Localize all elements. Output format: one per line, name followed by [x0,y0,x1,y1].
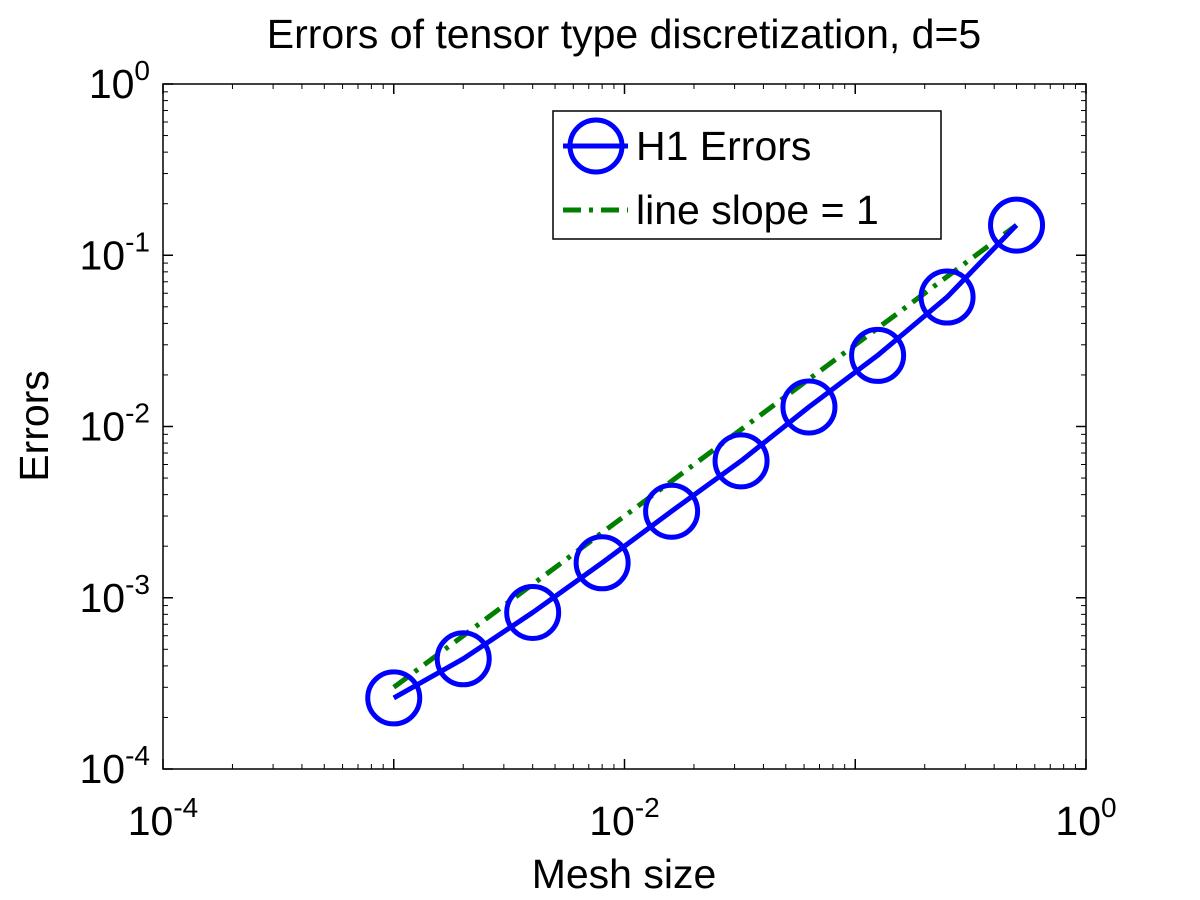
data-point-marker [365,669,423,727]
data-point-marker [504,584,562,642]
y-tick-label: 10-4 [79,740,150,792]
legend-label: line slope = 1 [636,187,879,233]
y-tick-label: 10-3 [79,569,150,621]
x-axis-label: Mesh size [532,851,717,897]
data-point-marker [988,196,1046,254]
chart-title: Errors of tensor type discretization, d=… [267,11,981,57]
x-axis: 10-4 10-2 100 [128,84,1117,844]
y-tick-label: 100 [89,55,150,107]
legend-swatch-marker [567,117,625,175]
y-axis: 10-4 10-3 10-2 10-1 100 [79,55,1086,792]
series-line-reference [392,223,1018,690]
data-point-marker [780,378,838,436]
chart-legend: H1 Errors line slope = 1 [552,110,942,240]
data-point-marker [643,482,701,540]
y-tick-label: 10-1 [79,226,150,278]
series-layer [365,196,1046,727]
data-point-marker [434,630,492,688]
legend-label: H1 Errors [636,123,811,169]
plot-series-group [365,196,1046,727]
y-axis-label: Errors [11,370,57,482]
data-point-marker [849,326,907,384]
data-point-marker [918,268,976,326]
series-line-h1-errors [392,223,1019,701]
data-point-marker [573,534,631,592]
x-tick-label: 10-2 [589,792,660,844]
data-point-marker [712,432,770,490]
legend-entries: H1 Errors line slope = 1 [563,117,879,233]
x-tick-label: 100 [1055,792,1116,844]
y-tick-label: 10-2 [79,398,150,450]
x-tick-label: 10-4 [128,792,199,844]
